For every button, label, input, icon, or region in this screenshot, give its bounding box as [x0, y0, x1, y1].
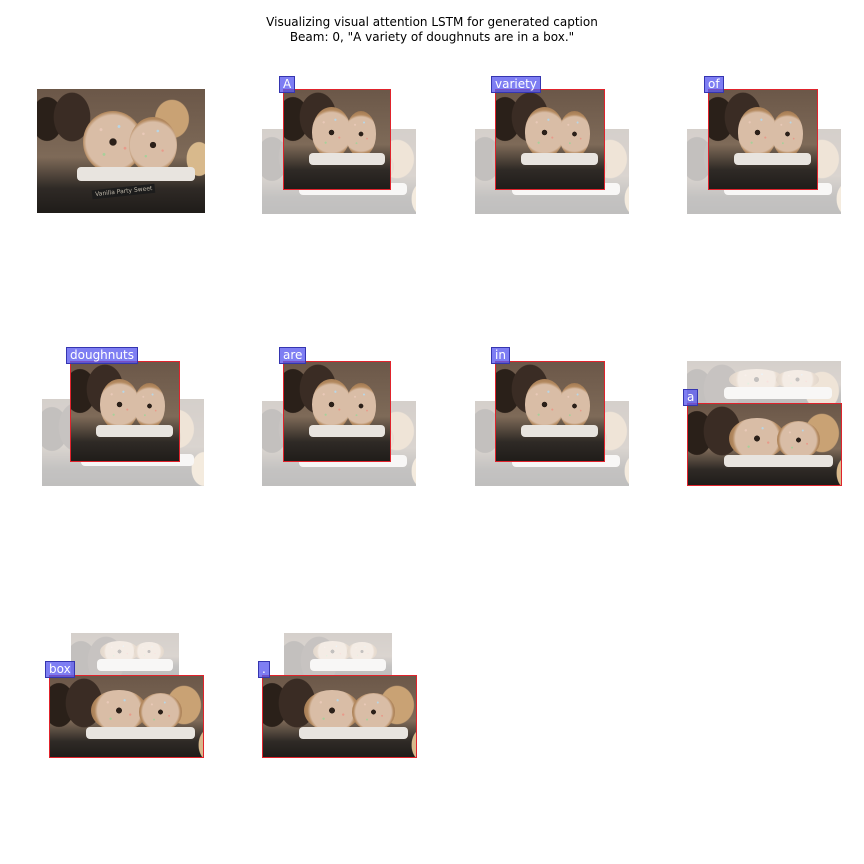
attention-panel	[49, 633, 203, 758]
attention-box	[495, 89, 605, 190]
attended-region	[495, 361, 605, 462]
word-label: .	[258, 661, 270, 678]
faded-image	[687, 361, 841, 403]
word-label: are	[279, 347, 307, 364]
attention-box	[283, 89, 391, 190]
word-label: a	[683, 389, 699, 406]
attention-box	[495, 361, 605, 462]
word-label: variety	[491, 76, 541, 93]
attended-region	[495, 89, 605, 190]
attention-box	[70, 361, 180, 462]
attended-region	[283, 361, 391, 462]
title-line-2: Beam: 0, "A variety of doughnuts are in …	[289, 30, 575, 44]
attention-box	[262, 675, 417, 758]
faded-image	[71, 633, 179, 675]
word-label: box	[45, 661, 75, 678]
attended-region	[262, 675, 417, 758]
attention-panel	[262, 633, 416, 758]
original-image: Vanilla Party Sweet	[37, 89, 205, 214]
word-label: doughnuts	[66, 347, 138, 364]
attention-box	[49, 675, 204, 758]
attention-box	[687, 403, 842, 486]
word-label: of	[704, 76, 724, 93]
faded-image	[284, 633, 392, 675]
attention-box	[283, 361, 391, 462]
original-image-panel: Vanilla Party Sweet	[37, 89, 205, 214]
title-line-1: Visualizing visual attention LSTM for ge…	[266, 15, 598, 29]
attended-region	[708, 89, 818, 190]
attended-region	[49, 675, 204, 758]
attended-region	[687, 403, 842, 486]
word-label: A	[279, 76, 296, 93]
attention-panel	[687, 361, 841, 486]
attended-region	[283, 89, 391, 190]
attention-box	[708, 89, 818, 190]
attended-region	[70, 361, 180, 462]
word-label: in	[491, 347, 510, 364]
